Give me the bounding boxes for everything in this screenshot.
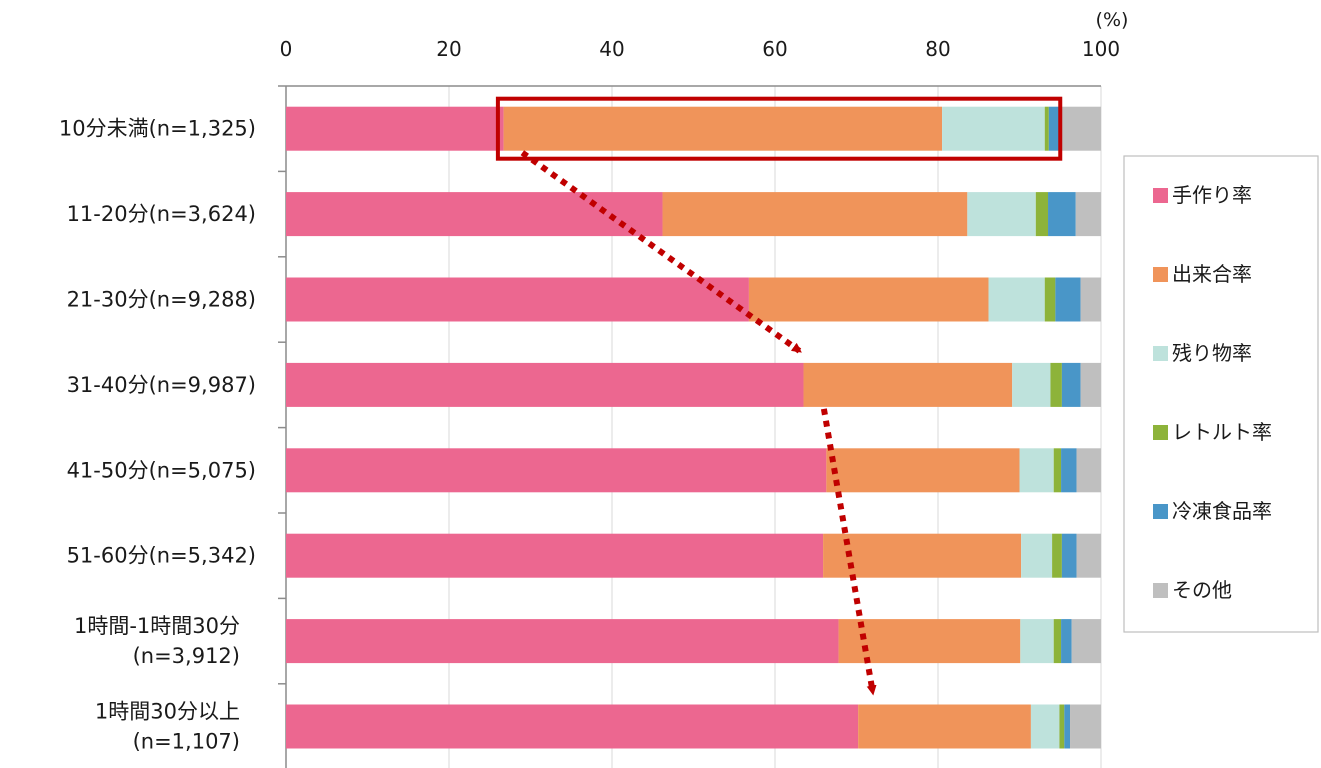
- bar-segment: [1020, 619, 1054, 664]
- bar-segment: [1044, 277, 1056, 322]
- bar-segment: [1071, 619, 1101, 664]
- dotted-arrow: [520, 150, 802, 354]
- bar-segment: [1050, 362, 1062, 407]
- bar-segment: [1052, 533, 1062, 578]
- category-label: 10分未満(n=1,325): [59, 117, 256, 141]
- legend-label: 手作り率: [1172, 183, 1252, 207]
- legend-swatch: [1153, 346, 1168, 361]
- legend-label: 冷凍食品率: [1172, 499, 1272, 523]
- bar-segment: [503, 106, 943, 151]
- bar-segment: [1075, 192, 1101, 237]
- legend-label: 出来合率: [1172, 262, 1252, 286]
- bar-segment: [286, 619, 839, 664]
- unit-label: (%): [1096, 9, 1129, 31]
- category-labels: 10分未満(n=1,325) 11-20分(n=3,624) 21-30分(n=9,…: [59, 117, 256, 754]
- bar-segment: [988, 277, 1045, 322]
- bar-segment: [1044, 106, 1049, 151]
- bar-segment: [826, 448, 1020, 493]
- category-label: 31-40分(n=9,987): [67, 373, 256, 397]
- bar-segment: [1048, 192, 1076, 237]
- legend-box: [1123, 155, 1319, 633]
- bar-segment: [1048, 106, 1060, 151]
- bar-segment: [1061, 448, 1077, 493]
- bar-segment: [823, 533, 1022, 578]
- legend-label: レトルト率: [1172, 420, 1272, 444]
- bar-segment: [1019, 448, 1054, 493]
- bar-segment: [803, 362, 1013, 407]
- legend-swatch: [1153, 188, 1168, 203]
- axes: [278, 85, 1101, 768]
- bar-segment: [967, 192, 1036, 237]
- x-tick-label: 20: [436, 37, 461, 61]
- bar-segment: [1012, 362, 1051, 407]
- category-label: 21-30分(n=9,288): [67, 288, 256, 312]
- bar-segment: [1055, 277, 1081, 322]
- bar-segment: [942, 106, 1045, 151]
- legend-label: 残り物率: [1172, 341, 1252, 365]
- bar-segment: [1061, 533, 1077, 578]
- x-tick-label: 100: [1082, 37, 1120, 61]
- bar-segment: [1080, 277, 1101, 322]
- bar-segment: [1030, 704, 1060, 749]
- bar-segment: [1061, 362, 1081, 407]
- bar-segment: [1053, 619, 1062, 664]
- category-label: 1時間30分以上(n=1,107): [95, 700, 240, 754]
- bar-segment: [1076, 533, 1101, 578]
- bar-segment: [286, 704, 859, 749]
- category-label: 41-50分(n=5,075): [67, 458, 256, 482]
- legend-swatch: [1153, 504, 1168, 519]
- legend-swatch: [1153, 267, 1168, 282]
- bar-segment: [1053, 448, 1062, 493]
- category-label: 11-20分(n=3,624): [67, 202, 256, 226]
- bar-segment: [1080, 362, 1101, 407]
- bar-segment: [1061, 619, 1072, 664]
- bar-segment: [286, 106, 504, 151]
- legend-swatch: [1153, 583, 1168, 598]
- category-label: 1時間-1時間30分(n=3,912): [74, 614, 240, 668]
- x-tick-label: 60: [762, 37, 787, 61]
- bar-segment: [286, 533, 824, 578]
- gridlines: [448, 86, 1102, 768]
- x-tick-label: 0: [280, 37, 293, 61]
- legend-swatch: [1153, 425, 1168, 440]
- bar-segment: [1059, 106, 1101, 151]
- bar-segment: [662, 192, 968, 237]
- bar-segment: [286, 277, 749, 322]
- x-tick-label: 80: [925, 37, 950, 61]
- bar-segment: [1059, 704, 1065, 749]
- bars: [286, 106, 1101, 749]
- bar-segment: [858, 704, 1031, 749]
- bar-segment: [286, 362, 804, 407]
- bar-segment: [1064, 704, 1071, 749]
- bar-segment: [748, 277, 989, 322]
- bar-segment: [1021, 533, 1053, 578]
- x-tick-label: 40: [599, 37, 624, 61]
- bar-segment: [1070, 704, 1101, 749]
- highlight-box: [495, 96, 1063, 161]
- bar-segment: [286, 192, 663, 237]
- bar-segment: [838, 619, 1021, 664]
- bar-segment: [1076, 448, 1101, 493]
- bar-segment: [286, 448, 827, 493]
- annotations: [495, 96, 1063, 696]
- x-axis-ticks: 0 20 40 60 80 100: [280, 37, 1120, 61]
- category-label: 51-60分(n=5,342): [67, 544, 256, 568]
- legend-label: その他: [1172, 578, 1232, 602]
- bar-segment: [1035, 192, 1049, 237]
